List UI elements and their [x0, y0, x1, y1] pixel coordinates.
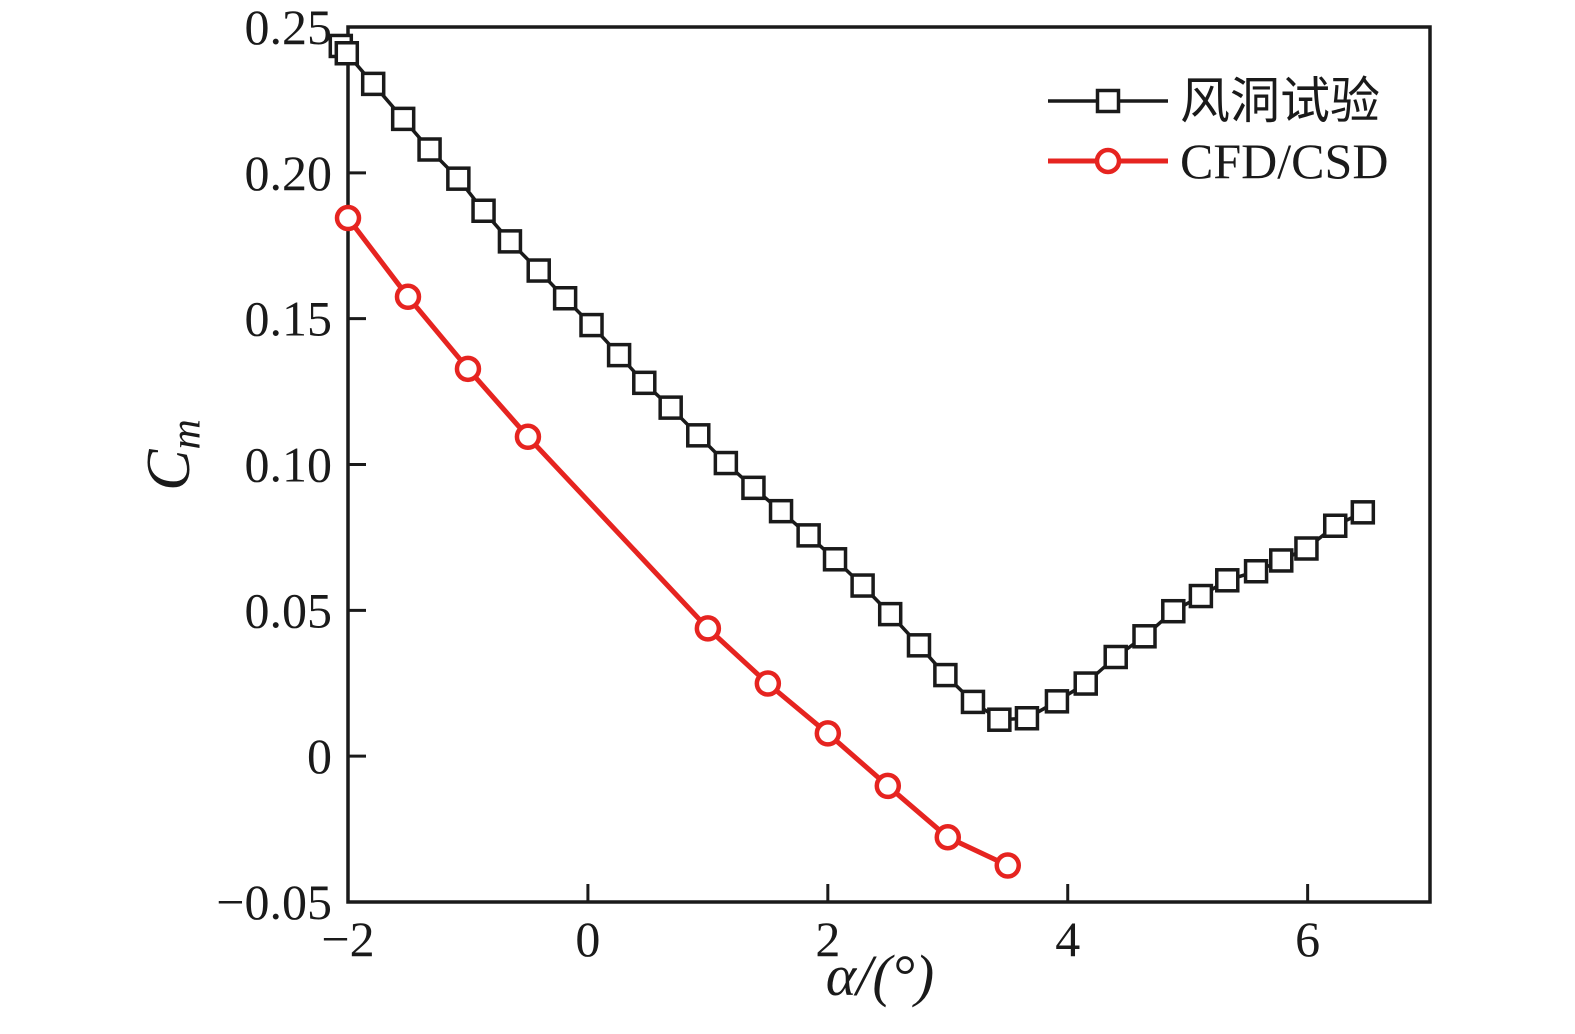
square-marker	[1014, 706, 1040, 731]
square-marker	[1269, 548, 1294, 573]
legend-entry: 风洞试验	[1048, 73, 1380, 129]
square-marker	[606, 342, 632, 368]
square-marker	[471, 198, 496, 223]
series-cfd-csd	[334, 204, 1022, 879]
series-line	[346, 216, 1009, 868]
square-marker	[877, 601, 903, 627]
square-marker	[390, 106, 416, 132]
y-tick-label: 0	[307, 728, 332, 784]
x-tick-label: 6	[1295, 911, 1320, 967]
square-marker	[741, 475, 766, 501]
square-marker	[713, 450, 739, 476]
square-marker	[906, 633, 932, 658]
circle-marker	[814, 720, 842, 747]
circle-marker	[514, 423, 542, 451]
circle-marker	[934, 824, 962, 851]
circle-marker	[454, 355, 482, 383]
x-axis-label: α/(°)	[826, 942, 934, 1009]
square-marker	[1188, 583, 1214, 609]
y-tick-label: −0.05	[216, 874, 332, 930]
square-marker	[658, 395, 683, 420]
y-tick-label: 0.20	[245, 145, 333, 201]
x-tick-label: 2	[815, 911, 840, 967]
circle-marker	[1094, 147, 1122, 175]
square-marker	[1294, 536, 1319, 561]
circle-marker	[694, 615, 722, 642]
square-marker	[1350, 500, 1376, 525]
square-marker	[933, 662, 958, 688]
square-marker	[1215, 568, 1240, 593]
square-marker	[768, 498, 794, 524]
square-marker	[579, 312, 604, 338]
circle-marker	[334, 204, 362, 232]
square-marker	[850, 573, 875, 598]
legend-entry: CFD/CSD	[1048, 133, 1388, 189]
square-marker	[446, 166, 471, 191]
y-tick-label: 0.05	[245, 582, 333, 638]
square-marker	[1322, 513, 1348, 538]
square-marker	[987, 707, 1012, 732]
y-tick-label: 0.10	[245, 437, 333, 493]
square-marker	[360, 71, 386, 97]
square-marker	[1095, 88, 1121, 114]
y-axis: 0.25 0.20 0.15 0.10 0.05 0 −0.05	[216, 0, 366, 930]
y-axis-label-subscript: m	[163, 419, 210, 450]
y-axis-label: Cm	[134, 419, 211, 491]
square-marker	[1103, 644, 1128, 670]
square-marker	[1161, 598, 1186, 624]
square-marker	[632, 370, 657, 396]
square-marker	[1243, 559, 1269, 584]
square-marker	[1044, 689, 1070, 714]
x-tick-label: −2	[321, 911, 374, 967]
square-marker	[1073, 671, 1098, 696]
series-wind-tunnel	[328, 33, 1376, 732]
square-marker	[1132, 624, 1157, 649]
square-marker	[686, 423, 711, 448]
circle-marker	[994, 852, 1022, 879]
square-marker	[417, 137, 442, 162]
square-marker	[334, 41, 360, 66]
circle-marker	[874, 772, 902, 800]
square-marker	[526, 258, 551, 283]
square-marker	[497, 229, 523, 254]
y-axis-label-text: C	[134, 449, 203, 491]
legend-label: 风洞试验	[1180, 73, 1380, 129]
x-axis: −2 0 2 4 6	[321, 884, 1320, 967]
y-tick-label: 0.15	[245, 291, 333, 347]
circle-marker	[754, 670, 782, 697]
legend-label: CFD/CSD	[1180, 133, 1388, 189]
square-marker	[960, 689, 986, 715]
x-tick-label: 0	[575, 911, 600, 967]
x-axis-label-text: α/(°)	[825, 943, 935, 1008]
x-tick-label: 4	[1055, 911, 1080, 967]
square-marker	[796, 523, 821, 548]
y-tick-label: 0.25	[245, 0, 333, 55]
circle-marker	[394, 283, 422, 311]
square-marker	[552, 286, 578, 311]
square-marker	[822, 547, 848, 572]
